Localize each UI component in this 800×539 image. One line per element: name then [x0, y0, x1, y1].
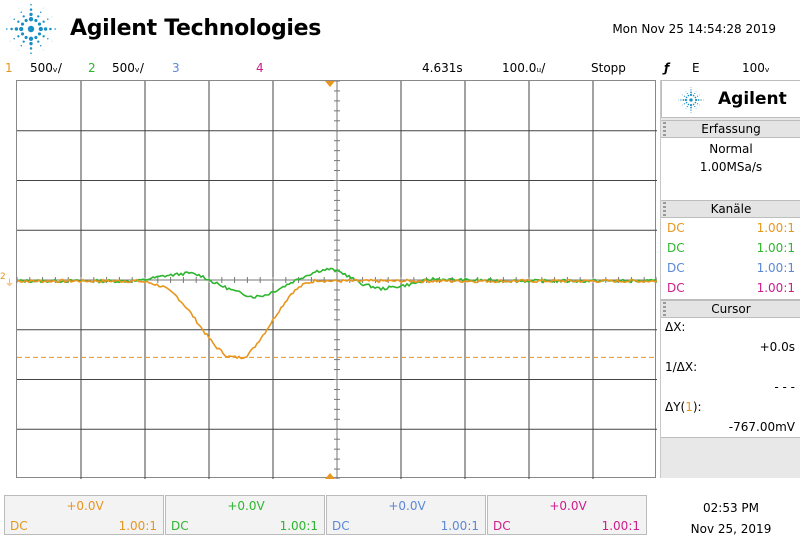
trigger-position-marker [325, 473, 335, 479]
time-scale[interactable]: 100.0ᵤ/ [502, 61, 546, 75]
channels-section[interactable]: DC 1.00:1 DC 1.00:1 DC 1.00:1 DC 1.00:1 [661, 218, 800, 300]
ch1-scale[interactable]: 500ᵥ/ [30, 61, 62, 75]
clock-time: 02:53 PM [703, 501, 759, 515]
waveform-traces [17, 267, 657, 360]
acq-mode: Normal [709, 142, 753, 156]
header-datetime: Mon Nov 25 14:54:28 2019 [612, 22, 776, 36]
cursor-section-title[interactable]: Cursor [661, 300, 800, 318]
panel-channel-4[interactable]: DC 1.00:1 [667, 281, 795, 295]
ch2-number[interactable]: 2 [88, 61, 96, 75]
inverse-delta-x-label: 1/ΔX: [665, 360, 698, 374]
channel-bar: +0.0V DC 1.00:1 +0.0V DC 1.00:1 +0.0V DC… [0, 480, 800, 539]
bottom-channel-1[interactable]: +0.0V DC 1.00:1 [4, 495, 164, 535]
bottom-channel-4[interactable]: +0.0V DC 1.00:1 [487, 495, 647, 535]
ch1-level-marker[interactable]: ⏚ [5, 279, 15, 289]
trigger-edge-falling-icon: ƒ [664, 61, 670, 75]
softkey-panel: Agilent Erfassung Normal 1.00MSa/s Kanäl… [660, 80, 800, 478]
bottom-channel-2[interactable]: +0.0V DC 1.00:1 [165, 495, 325, 535]
delta-y-value: -767.00mV [728, 420, 795, 434]
ch3-number[interactable]: 3 [172, 61, 180, 75]
acquisition-section-title[interactable]: Erfassung [661, 120, 800, 138]
bottom-channel-3[interactable]: +0.0V DC 1.00:1 [326, 495, 486, 535]
delta-y-label: ΔY(1): [665, 400, 702, 414]
ch4-number[interactable]: 4 [256, 61, 264, 75]
section-grip [663, 302, 667, 318]
inverse-delta-x-value: - - - [774, 380, 795, 394]
ch1-ground-marker[interactable]: 2 [0, 272, 6, 282]
ch1-number[interactable]: 1 [5, 61, 13, 75]
header-bar: Agilent Technologies Mon Nov 25 14:54:28… [0, 0, 800, 58]
trace-ch1 [17, 278, 657, 360]
clock-date: Nov 25, 2019 [690, 522, 772, 536]
waveform-plot [17, 81, 657, 479]
panel-channel-3[interactable]: DC 1.00:1 [667, 261, 795, 275]
panel-channel-1[interactable]: DC 1.00:1 [667, 221, 795, 235]
brand-title: Agilent Technologies [70, 16, 322, 41]
status-bar: 1 500ᵥ/ 2 500ᵥ/ 3 4 4.631s 100.0ᵤ/ Stopp… [0, 58, 800, 80]
panel-brand: Agilent [661, 80, 800, 118]
delta-x-value: +0.0s [759, 340, 795, 354]
panel-brand-label: Agilent [718, 89, 787, 109]
trigger-level[interactable]: 100ᵥ [742, 61, 770, 75]
agilent-spark-icon [6, 4, 56, 54]
clock: 02:53 PM Nov 25, 2019 [668, 498, 794, 539]
cursor-section[interactable]: ΔX: +0.0s 1/ΔX: - - - ΔY(1): -767.00mV [661, 318, 800, 438]
trigger-source[interactable]: E [692, 61, 700, 75]
acq-rate: 1.00MSa/s [699, 160, 763, 174]
time-position[interactable]: 4.631s [422, 61, 463, 75]
panel-channel-2[interactable]: DC 1.00:1 [667, 241, 795, 255]
run-state[interactable]: Stopp [591, 61, 626, 75]
trigger-position-marker [325, 81, 335, 87]
acquisition-section[interactable]: Normal 1.00MSa/s [661, 138, 800, 202]
agilent-spark-icon [678, 87, 704, 113]
delta-x-label: ΔX: [665, 320, 686, 334]
channels-section-title[interactable]: Kanäle [661, 200, 800, 218]
section-grip [663, 202, 667, 218]
waveform-display[interactable] [16, 80, 657, 479]
section-grip [663, 122, 667, 138]
ch2-scale[interactable]: 500ᵥ/ [112, 61, 144, 75]
